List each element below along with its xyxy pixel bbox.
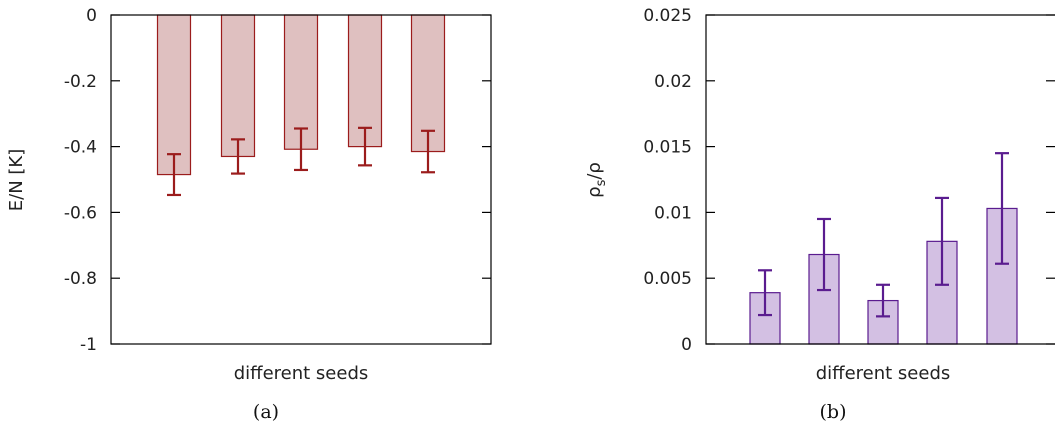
caption-a: (a) xyxy=(253,401,279,423)
y-tick-label-b-0: 0.025 xyxy=(643,6,692,26)
x-axis-label-a: different seeds xyxy=(234,363,369,384)
bars-group-b xyxy=(749,152,1018,345)
y-ticks-b: 0.025 0.02 0.015 0.01 0.005 0 xyxy=(643,6,1055,355)
y-axis-label-b-subscript: s xyxy=(594,179,609,186)
y-axis-label-b-rho: ρ xyxy=(584,186,605,197)
y-tick-label-b-2: 0.015 xyxy=(643,138,692,158)
y-tick-label-a-3: -0.6 xyxy=(64,203,97,223)
y-tick-label-b-4: 0.005 xyxy=(643,269,692,289)
plot-frame-b xyxy=(705,14,1055,345)
y-tick-label-a-1: -0.2 xyxy=(64,72,97,92)
y-tick-label-a-2: -0.4 xyxy=(64,138,97,158)
y-tick-label-b-1: 0.02 xyxy=(654,72,692,92)
y-tick-label-a-0: 0 xyxy=(86,6,97,26)
y-tick-label-a-4: -0.8 xyxy=(64,269,97,289)
bar-a-2 xyxy=(220,14,256,158)
plot-frame-a xyxy=(110,14,492,345)
chart-panel-a: 0 -0.2 -0.4 -0.6 -0.8 -1 different seeds E/N … xyxy=(6,6,492,423)
bars-group-a xyxy=(156,14,446,197)
y-ticks-a: 0 -0.2 -0.4 -0.6 -0.8 -1 xyxy=(64,6,491,355)
y-axis-label-b: ρs/ρ xyxy=(584,162,609,198)
caption-b: (b) xyxy=(820,401,847,423)
y-axis-label-a: E/N [K] xyxy=(6,149,27,211)
chart-panel-b: 0.025 0.02 0.015 0.01 0.005 0 different seeds… xyxy=(584,6,1055,423)
y-tick-label-b-3: 0.01 xyxy=(654,203,692,223)
bar-a-1 xyxy=(156,14,192,176)
y-tick-label-b-5: 0 xyxy=(681,335,692,355)
x-axis-label-b: different seeds xyxy=(816,363,951,384)
y-axis-label-b-rest: /ρ xyxy=(584,162,605,180)
y-tick-label-a-5: -1 xyxy=(80,335,97,355)
